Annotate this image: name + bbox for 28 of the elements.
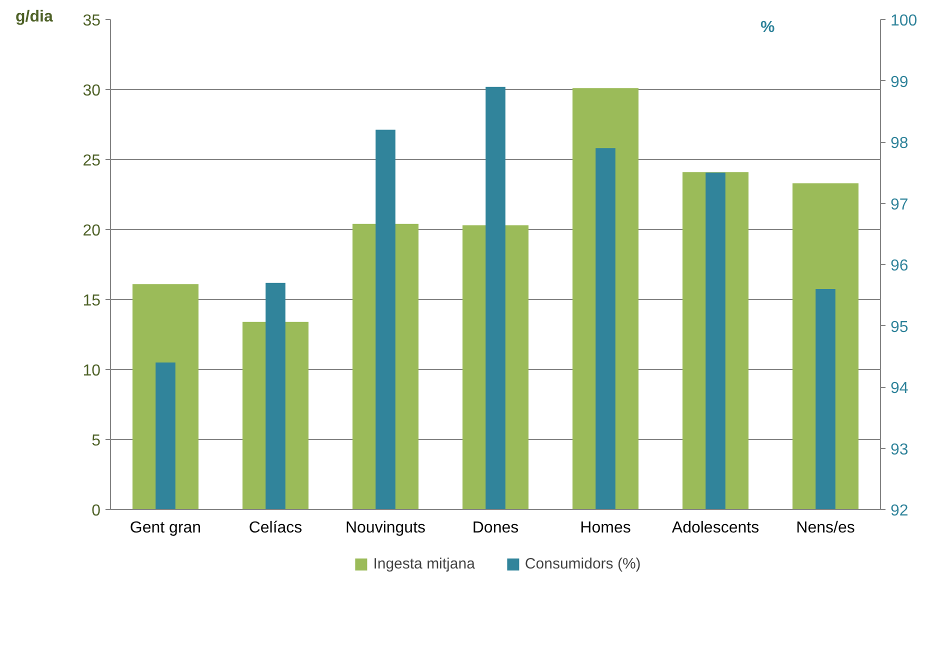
x-tick-label: Celíacs (248, 520, 302, 536)
y2-axis-title: % (760, 19, 775, 36)
y-tick-label: 25 (82, 152, 101, 170)
y-axis-title: g/dia (16, 8, 53, 26)
y-tick-label: 5 (92, 432, 101, 450)
y-tick-label: 20 (82, 222, 101, 240)
y-tick-label: 30 (82, 82, 101, 100)
y-tick-label: 35 (82, 12, 101, 30)
x-tick-label: Nouvinguts (345, 520, 426, 536)
y2-tick-label: 94 (890, 380, 908, 397)
y2-tick-label: 93 (890, 441, 908, 458)
y-tick-label: 0 (92, 502, 101, 520)
x-tick-label: Dones (472, 520, 519, 536)
y-tick-label: 10 (82, 362, 101, 380)
legend-label: Ingesta mitjana (373, 556, 475, 572)
y2-tick-label: 97 (890, 196, 908, 214)
x-tick-label: Gent gran (130, 520, 202, 536)
y2-tick-label: 92 (890, 502, 908, 520)
y2-tick-label: 99 (890, 74, 908, 91)
x-tick-label: Homes (580, 520, 631, 536)
x-tick-label: Nens/es (796, 520, 855, 536)
y2-tick-label: 98 (890, 135, 908, 152)
y2-tick-label: 96 (890, 258, 908, 274)
legend-label: Consumidors (%) (524, 556, 641, 572)
y-tick-label: 15 (82, 292, 101, 310)
y2-tick-label: 100 (890, 12, 918, 30)
x-tick-label: Adolescents (672, 520, 760, 536)
y2-tick-label: 95 (890, 318, 908, 336)
